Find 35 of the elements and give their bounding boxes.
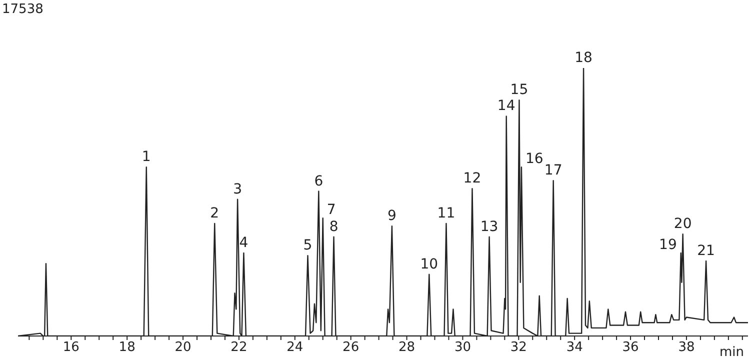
annotation: 15 — [510, 82, 528, 98]
x-tick-label: 36 — [622, 340, 639, 356]
annotation: 21 — [697, 242, 715, 259]
x-tick-label: 24 — [286, 340, 304, 356]
annotation: 4 — [239, 234, 248, 251]
x-tick-label: 20 — [174, 340, 192, 356]
annotation: 18 — [574, 50, 592, 66]
x-tick-label: 38 — [678, 340, 695, 356]
text: 17538 — [2, 2, 44, 17]
x-tick-label: 16 — [62, 340, 80, 356]
annotation: 6 — [314, 173, 324, 190]
x-tick-label: 28 — [398, 340, 416, 356]
x-tick-label: 18 — [118, 340, 136, 356]
annotation: 16 — [525, 151, 544, 168]
annotation: 9 — [387, 208, 396, 224]
annotation: 5 — [303, 238, 312, 254]
x-tick-label: 26 — [342, 340, 360, 356]
x-tick-label: 30 — [454, 340, 471, 356]
annotation: 11 — [437, 205, 456, 222]
annotation: 19 — [659, 236, 677, 253]
annotation: 20 — [674, 216, 692, 232]
annotation: 2 — [210, 205, 220, 222]
x-tick-label: 32 — [510, 340, 527, 356]
annotation: 3 — [233, 181, 242, 198]
x-tick-label: 34 — [566, 340, 583, 356]
x-axis-title: min — [719, 345, 744, 360]
annotation: 12 — [463, 170, 482, 187]
annotation: 17 — [544, 162, 562, 179]
annotation: 10 — [420, 256, 438, 272]
annotation: 14 — [497, 98, 516, 114]
annotation: 1 — [142, 149, 151, 166]
annotation: 7 — [326, 202, 336, 218]
annotation: 8 — [329, 218, 338, 235]
annotation: 13 — [480, 218, 498, 235]
x-tick-label: 22 — [230, 340, 248, 356]
